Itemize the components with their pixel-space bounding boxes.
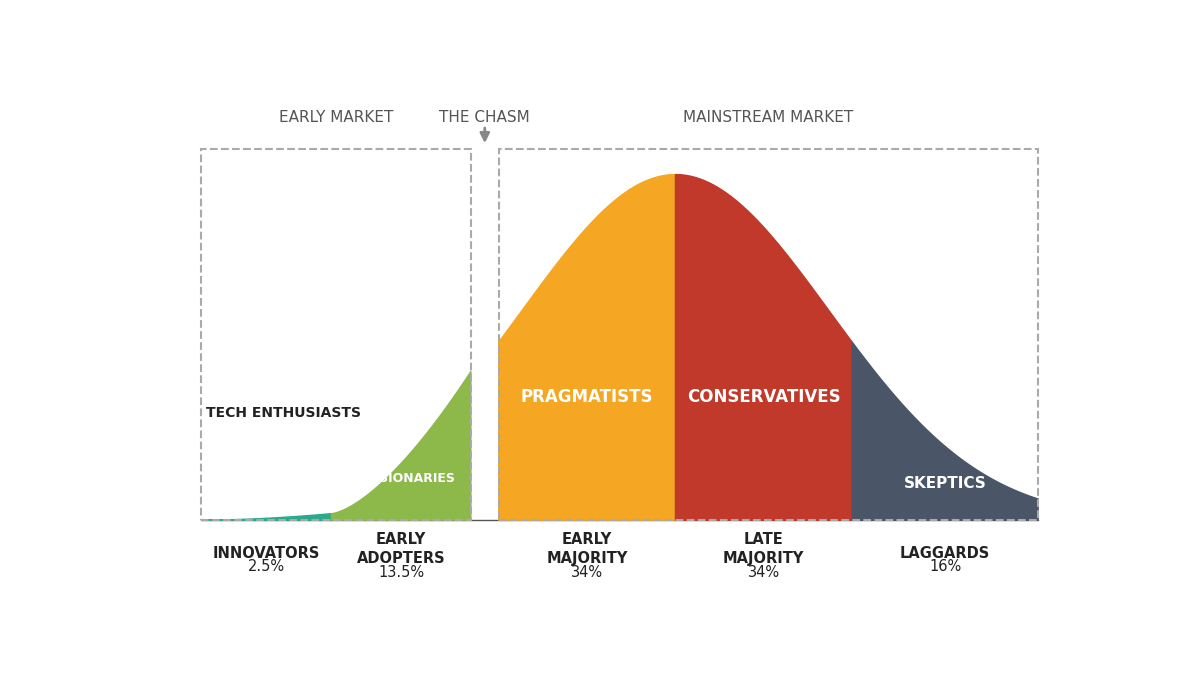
Bar — [499, 148, 1038, 520]
Text: TECH ENTHUSIASTS: TECH ENTHUSIASTS — [206, 406, 361, 420]
Text: EARLY MARKET: EARLY MARKET — [278, 110, 394, 125]
Text: LATE
MAJORITY: LATE MAJORITY — [724, 532, 804, 566]
Text: PRAGMATISTS: PRAGMATISTS — [521, 388, 653, 406]
Polygon shape — [676, 175, 852, 520]
Text: 2.5%: 2.5% — [247, 560, 284, 574]
Text: 13.5%: 13.5% — [378, 565, 424, 580]
Polygon shape — [499, 175, 676, 520]
Polygon shape — [331, 371, 470, 520]
Polygon shape — [202, 514, 331, 520]
Text: SKEPTICS: SKEPTICS — [904, 476, 986, 491]
Text: 34%: 34% — [748, 565, 780, 580]
Text: 34%: 34% — [571, 565, 604, 580]
Text: THE CHASM: THE CHASM — [439, 110, 530, 125]
Text: EARLY
ADOPTERS: EARLY ADOPTERS — [356, 532, 445, 566]
Bar — [202, 148, 470, 520]
Text: VISIONARIES: VISIONARIES — [366, 472, 455, 485]
Text: CONSERVATIVES: CONSERVATIVES — [686, 388, 841, 406]
Polygon shape — [852, 342, 1038, 520]
Text: EARLY
MAJORITY: EARLY MAJORITY — [546, 532, 628, 566]
Text: INNOVATORS: INNOVATORS — [212, 547, 320, 562]
Text: LAGGARDS: LAGGARDS — [900, 547, 990, 562]
Text: 16%: 16% — [929, 560, 961, 574]
Text: MAINSTREAM MARKET: MAINSTREAM MARKET — [683, 110, 853, 125]
